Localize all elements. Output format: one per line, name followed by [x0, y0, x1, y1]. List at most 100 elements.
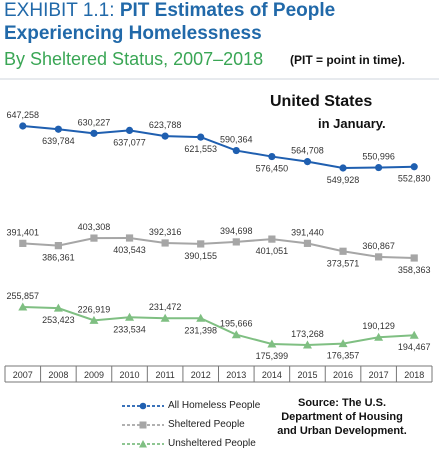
data-label-sheltered: 373,571 — [327, 258, 360, 268]
data-point-sheltered — [268, 235, 276, 243]
x-tick-label: 2011 — [155, 370, 174, 380]
data-point-sheltered — [410, 254, 418, 262]
x-tick-label: 2018 — [404, 370, 424, 380]
data-point-sheltered — [232, 238, 240, 246]
data-point-all — [410, 163, 418, 171]
data-point-unsheltered — [89, 315, 99, 324]
data-label-sheltered: 391,440 — [291, 227, 324, 237]
data-point-all — [19, 122, 27, 130]
legend-label-sheltered: Sheltered People — [168, 419, 245, 430]
data-label-unsheltered: 195,666 — [220, 319, 253, 329]
x-tick-label: 2013 — [226, 370, 246, 380]
data-point-sheltered — [19, 239, 27, 247]
data-point-unsheltered — [196, 313, 206, 322]
source-line-2: Department of Housing — [281, 411, 403, 423]
data-label-sheltered: 403,308 — [78, 222, 111, 232]
data-label-unsheltered: 233,534 — [113, 324, 146, 334]
data-label-unsheltered: 231,472 — [149, 302, 182, 312]
data-label-unsheltered: 194,467 — [398, 342, 431, 352]
data-label-all: 552,830 — [398, 174, 431, 184]
data-point-all — [268, 152, 276, 161]
x-tick-label: 2014 — [262, 370, 282, 380]
data-point-unsheltered — [338, 339, 348, 348]
legend-marker-triangle-icon — [122, 440, 164, 448]
x-tick-label: 2015 — [297, 370, 317, 380]
series-line-unsheltered — [22, 306, 415, 347]
series-line-sheltered — [22, 236, 415, 259]
data-label-all: 549,928 — [327, 175, 360, 185]
data-label-unsheltered: 255,857 — [7, 291, 40, 301]
x-tick-label: 2016 — [333, 370, 353, 380]
data-label-sheltered: 392,316 — [149, 227, 182, 237]
x-tick-label: 2008 — [48, 370, 68, 380]
data-label-all: 564,708 — [291, 146, 324, 156]
data-point-all — [54, 125, 62, 133]
pit-note: (PIT = point in time). — [290, 53, 405, 67]
data-label-sheltered: 360,867 — [362, 241, 395, 251]
data-point-sheltered — [125, 234, 134, 242]
x-tick-label: 2007 — [13, 370, 33, 380]
data-label-unsheltered: 253,423 — [42, 315, 75, 325]
data-point-all — [339, 164, 347, 172]
data-point-sheltered — [90, 234, 98, 242]
data-label-all: 590,364 — [220, 135, 253, 145]
data-label-unsheltered: 176,357 — [327, 351, 360, 361]
data-label-all: 621,553 — [184, 144, 217, 154]
x-tick-label: 2009 — [84, 370, 104, 380]
series-line-all — [22, 125, 415, 170]
data-point-all — [375, 163, 383, 172]
data-label-sheltered: 390,155 — [184, 251, 217, 261]
data-point-unsheltered — [231, 330, 241, 339]
data-point-sheltered — [339, 247, 347, 255]
source-line-3: and Urban Development. — [277, 425, 407, 437]
data-label-all: 639,784 — [42, 136, 75, 146]
data-label-sheltered: 401,051 — [256, 246, 289, 256]
data-label-all: 637,077 — [113, 137, 146, 147]
data-point-all — [161, 132, 169, 140]
exhibit-number: EXHIBIT 1.1: — [4, 0, 120, 21]
data-label-all: 647,258 — [7, 110, 40, 120]
data-point-unsheltered — [267, 339, 277, 348]
source-line-1: Source: The U.S. — [297, 397, 387, 409]
data-point-sheltered — [375, 253, 383, 261]
data-point-unsheltered — [409, 330, 419, 339]
data-label-sheltered: 403,543 — [113, 245, 146, 255]
data-point-unsheltered — [53, 303, 63, 312]
data-point-sheltered — [161, 239, 169, 247]
legend-marker-circle-icon — [122, 402, 164, 410]
data-label-all: 550,996 — [362, 152, 395, 162]
data-label-sheltered: 386,361 — [42, 253, 75, 263]
legend-label-all: All Homeless People — [168, 400, 261, 411]
data-point-sheltered — [54, 242, 62, 250]
x-tick-label: 2010 — [120, 370, 140, 380]
chart-subtitle: By Sheltered Status, 2007–2018 — [4, 49, 264, 69]
data-label-unsheltered: 231,398 — [184, 325, 217, 335]
data-point-all — [197, 133, 205, 141]
x-tick-label: 2017 — [369, 370, 389, 380]
data-label-unsheltered: 190,129 — [362, 321, 395, 331]
data-point-all — [303, 158, 312, 166]
x-tick-label: 2012 — [191, 370, 211, 380]
data-point-unsheltered — [302, 340, 312, 349]
data-point-sheltered — [303, 239, 312, 247]
data-label-unsheltered: 226,919 — [78, 304, 111, 314]
data-point-unsheltered — [125, 312, 135, 321]
chart-title-line-1: EXHIBIT 1.1: PIT Estimates of People — [4, 0, 335, 22]
data-label-unsheltered: 173,268 — [291, 329, 324, 339]
data-point-unsheltered — [160, 313, 170, 322]
data-point-unsheltered — [18, 302, 28, 311]
data-label-all: 576,450 — [256, 164, 289, 174]
period-annotation: in January. — [318, 116, 386, 131]
data-label-all: 623,788 — [149, 120, 182, 130]
data-label-sheltered: 358,363 — [398, 265, 431, 275]
region-annotation: United States — [270, 93, 373, 110]
title-text-1: PIT Estimates of People — [119, 0, 336, 21]
data-label-sheltered: 394,698 — [220, 226, 253, 236]
data-label-sheltered: 391,401 — [7, 227, 40, 237]
legend-marker-square-icon — [122, 421, 164, 429]
source-note: Source: The U.S. Department of Housing a… — [267, 396, 417, 438]
data-point-sheltered — [197, 240, 205, 248]
data-label-unsheltered: 175,399 — [256, 351, 289, 361]
data-label-all: 630,227 — [78, 117, 111, 127]
